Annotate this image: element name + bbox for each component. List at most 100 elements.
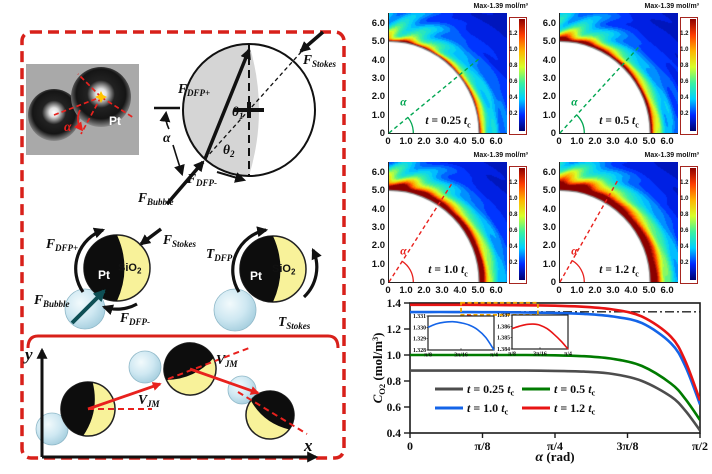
y-tick-label: 2.0 xyxy=(371,240,385,252)
alpha-angle-overlay: α xyxy=(559,179,619,283)
y-tick-label: 6.0 xyxy=(371,18,385,30)
t-stokes-label: TStokes xyxy=(278,314,311,331)
force-balance-diagram: FStokes FDFP+ θ1 θ2 FDFP- FBubble α xyxy=(137,30,337,207)
legend-label-t025: t = 0.25 tc xyxy=(467,382,515,398)
x-tick-label: 1.0 xyxy=(570,285,584,296)
colorbar-tick-label: 1.0 xyxy=(509,195,518,202)
inset-curve-red-inset xyxy=(511,323,569,350)
alpha-dashed-line xyxy=(559,46,640,134)
y-tick-label: 1.0 xyxy=(387,350,402,362)
x-tick-label: 2.0 xyxy=(588,136,602,147)
y-tick-label: 4.0 xyxy=(371,54,385,66)
x-tick-label: 5.0 xyxy=(471,136,485,147)
colorbar-tick-label: 1.0 xyxy=(680,46,689,53)
x-tick-label: 4.0 xyxy=(453,136,467,147)
inset-y-tick-label: 1.386 xyxy=(497,324,510,330)
colorbar-tick-label: 1.2 xyxy=(680,179,689,186)
x-tick-label: 5.0 xyxy=(471,285,485,296)
contour-plot-t12: Max-1.39 mol/m³ α t = 1.2 tc 6.0 5.0 4.0 3.… xyxy=(543,152,699,304)
bubble-icon xyxy=(128,350,162,384)
contour-plot-t10: Max-1.39 mol/m³ α t = 1.0 tc 6.0 5.0 4.0 3.… xyxy=(372,152,528,304)
f-dfp-plus-label2: FDFP+ xyxy=(45,236,78,253)
x-tick-label: 4.0 xyxy=(624,285,638,296)
y-tick-label: 0 xyxy=(379,128,385,139)
chart-y-axis-label: CO2 (mol/m3) xyxy=(370,333,387,404)
x-tick-label: 3.0 xyxy=(606,285,620,296)
alpha-dashed-line xyxy=(388,182,453,283)
colorbar-tick-label: 0.4 xyxy=(509,244,518,251)
inset-x-tick-label: 3π/16 xyxy=(533,352,547,358)
trajectory-diagram: y x VJM VJM xyxy=(23,342,319,463)
colorbar-tick-label: 0.4 xyxy=(509,95,518,102)
inset-y-tick-label: 1.331 xyxy=(413,314,426,320)
inset-frame-red-inset xyxy=(511,314,569,350)
x-tick-label: 1.0 xyxy=(399,136,413,147)
colorbar-tick-label: 0.8 xyxy=(680,63,689,70)
inset-x-tick-label: 3π/16 xyxy=(454,353,468,359)
alpha-arc xyxy=(571,260,585,283)
fbubble-arrow xyxy=(165,160,205,206)
x-axis-ticks: 0 1.0 2.0 3.0 4.0 5.0 6.0 xyxy=(385,285,508,297)
series-curve-t025 xyxy=(410,369,700,432)
bubble-icon xyxy=(213,288,257,332)
f-stokes-label: FStokes xyxy=(302,52,337,69)
x-tick-label: π/4 xyxy=(547,439,563,453)
colorbar-gradient xyxy=(519,19,525,131)
series-curve-t10 xyxy=(410,310,700,405)
inset-frame-blue-inset xyxy=(427,315,495,351)
f-bubble-label2: FBubble xyxy=(33,292,70,309)
sio2-label: SiO2 xyxy=(272,263,296,277)
x-tick-label: π/8 xyxy=(475,439,491,453)
y-tick-label: 4.0 xyxy=(542,203,556,215)
inset-y-tick-label: 1.384 xyxy=(497,347,510,353)
y-tick-label: 0.8 xyxy=(387,376,402,388)
y-tick-label: 2.0 xyxy=(542,91,556,103)
contour-plot-t025: Max-1.39 mol/m³ α t = 0.25 tc 6.0 5.0 4.0 3… xyxy=(372,3,528,155)
fbubble-thrust-arrow xyxy=(70,289,106,325)
x-tick-label: 4.0 xyxy=(453,285,467,296)
y-tick-label: 2.0 xyxy=(371,91,385,103)
pt-label: Pt xyxy=(98,268,110,282)
colorbar-tick-label: 0.2 xyxy=(509,260,518,267)
y-tick-label: 1.4 xyxy=(387,298,402,310)
chart-legend: t = 0.25 tc t = 0.5 tc t = 1.0 tc t = 1.2 tc xyxy=(435,382,596,417)
tstokes-curved-arrow xyxy=(302,248,322,299)
y-tick-label: 2.0 xyxy=(542,240,556,252)
janus-particle-pt-half xyxy=(84,235,125,301)
x-tick-label: 5.0 xyxy=(642,285,656,296)
y-tick-label: 1.0 xyxy=(542,258,556,270)
inset-x-tick-label: π/4 xyxy=(564,352,572,358)
f-stokes-label2: FStokes xyxy=(162,232,197,249)
x-tick-label: 4.0 xyxy=(624,136,638,147)
fstokes-arrow xyxy=(299,30,325,53)
x-tick-label: 6.0 xyxy=(660,136,674,147)
legend-label-t10: t = 1.0 tc xyxy=(467,401,509,417)
fdfp-plus-arrow xyxy=(203,47,251,160)
colorbar: 1.2 1.0 0.8 0.6 0.4 0.2 xyxy=(680,166,698,284)
time-label: t = 0.5 tc xyxy=(599,115,639,130)
micrograph-angle-lines xyxy=(53,73,135,135)
alpha-angle-overlay: α xyxy=(559,46,640,134)
colorbar-tick-label: 0.2 xyxy=(680,260,689,267)
x-tick-label: 0 xyxy=(556,136,562,147)
colorbar: 1.2 1.0 0.8 0.6 0.4 0.2 xyxy=(509,17,527,135)
alpha-label: α xyxy=(400,97,407,109)
inset-x-tick-label: π/8 xyxy=(424,353,432,359)
colorbar-tick-label: 0.4 xyxy=(680,244,689,251)
x-tick-label: π/2 xyxy=(692,439,708,453)
y-tick-label: 3.0 xyxy=(371,222,385,234)
colorbar-tick-label: 0.2 xyxy=(680,111,689,118)
f-dfp-minus-label: FDFP- xyxy=(186,171,217,188)
concentration-vs-alpha-chart: 0.4 0.6 0.8 1.0 1.2 1.4 0 π/8 π/4 3π/8 π/2 1.328 1… xyxy=(370,298,708,465)
alpha-angle-overlay: α xyxy=(388,182,453,283)
colorbar-tick-label: 1.2 xyxy=(509,30,518,37)
y-axis-ticks: 6.0 5.0 4.0 3.0 2.0 1.0 0 xyxy=(540,162,557,288)
y-tick-label: 0 xyxy=(550,128,556,139)
x-tick-label: 3.0 xyxy=(435,136,449,147)
concentration-field xyxy=(388,13,507,134)
series-curve-t12 xyxy=(410,303,700,401)
time-label: t = 0.25 tc xyxy=(425,115,471,130)
concentration-field xyxy=(388,162,507,283)
vjm-label-2: VJM xyxy=(216,352,239,369)
f-dfp-minus-label2: FDFP- xyxy=(119,310,150,327)
